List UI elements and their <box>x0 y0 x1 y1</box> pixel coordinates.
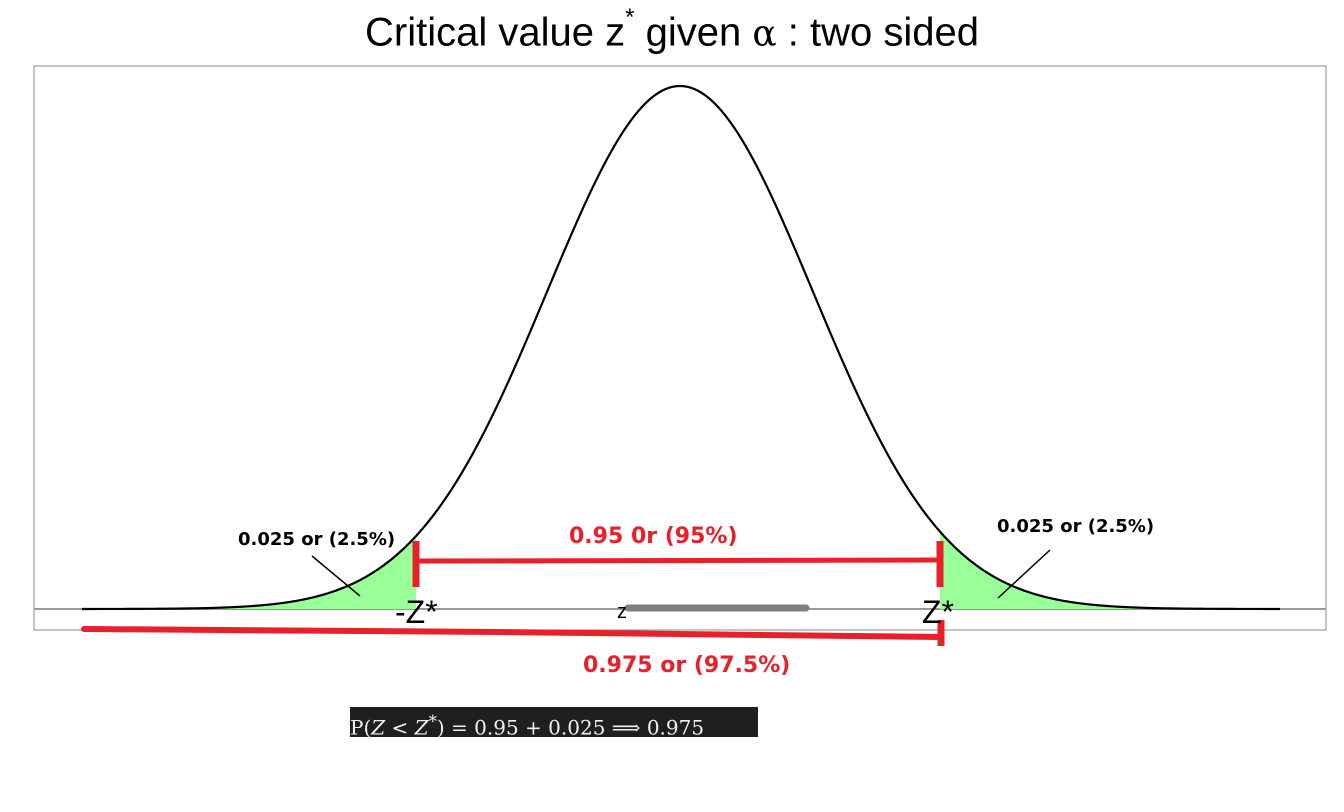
right-tail-region <box>940 531 1280 609</box>
neg-critical-label: -Z* <box>395 594 438 630</box>
left-tail-region <box>82 536 416 609</box>
cumulative-label: 0.975 or (97.5%) <box>583 653 791 678</box>
left-tail-leader <box>311 555 361 597</box>
middle-area-label: 0.95 0r (95%) <box>569 524 738 549</box>
middle-bracket-line <box>415 557 941 564</box>
pos-critical-label: Z* <box>922 594 954 630</box>
cumulative-line <box>81 626 943 640</box>
right-tail-label: 0.025 or (2.5%) <box>997 516 1155 537</box>
density-curve <box>82 84 1280 611</box>
center-axis-label: z <box>617 601 627 623</box>
plot-frame <box>33 65 1327 631</box>
figure-title: Critical value z* given α : two sided <box>365 4 979 55</box>
right-tail-leader <box>997 549 1051 599</box>
left-tail-label: 0.025 or (2.5%) <box>238 529 396 550</box>
probability-formula: P(Z < Z*) = 0.95 + 0.025 ⟹ 0.975 <box>350 707 758 740</box>
